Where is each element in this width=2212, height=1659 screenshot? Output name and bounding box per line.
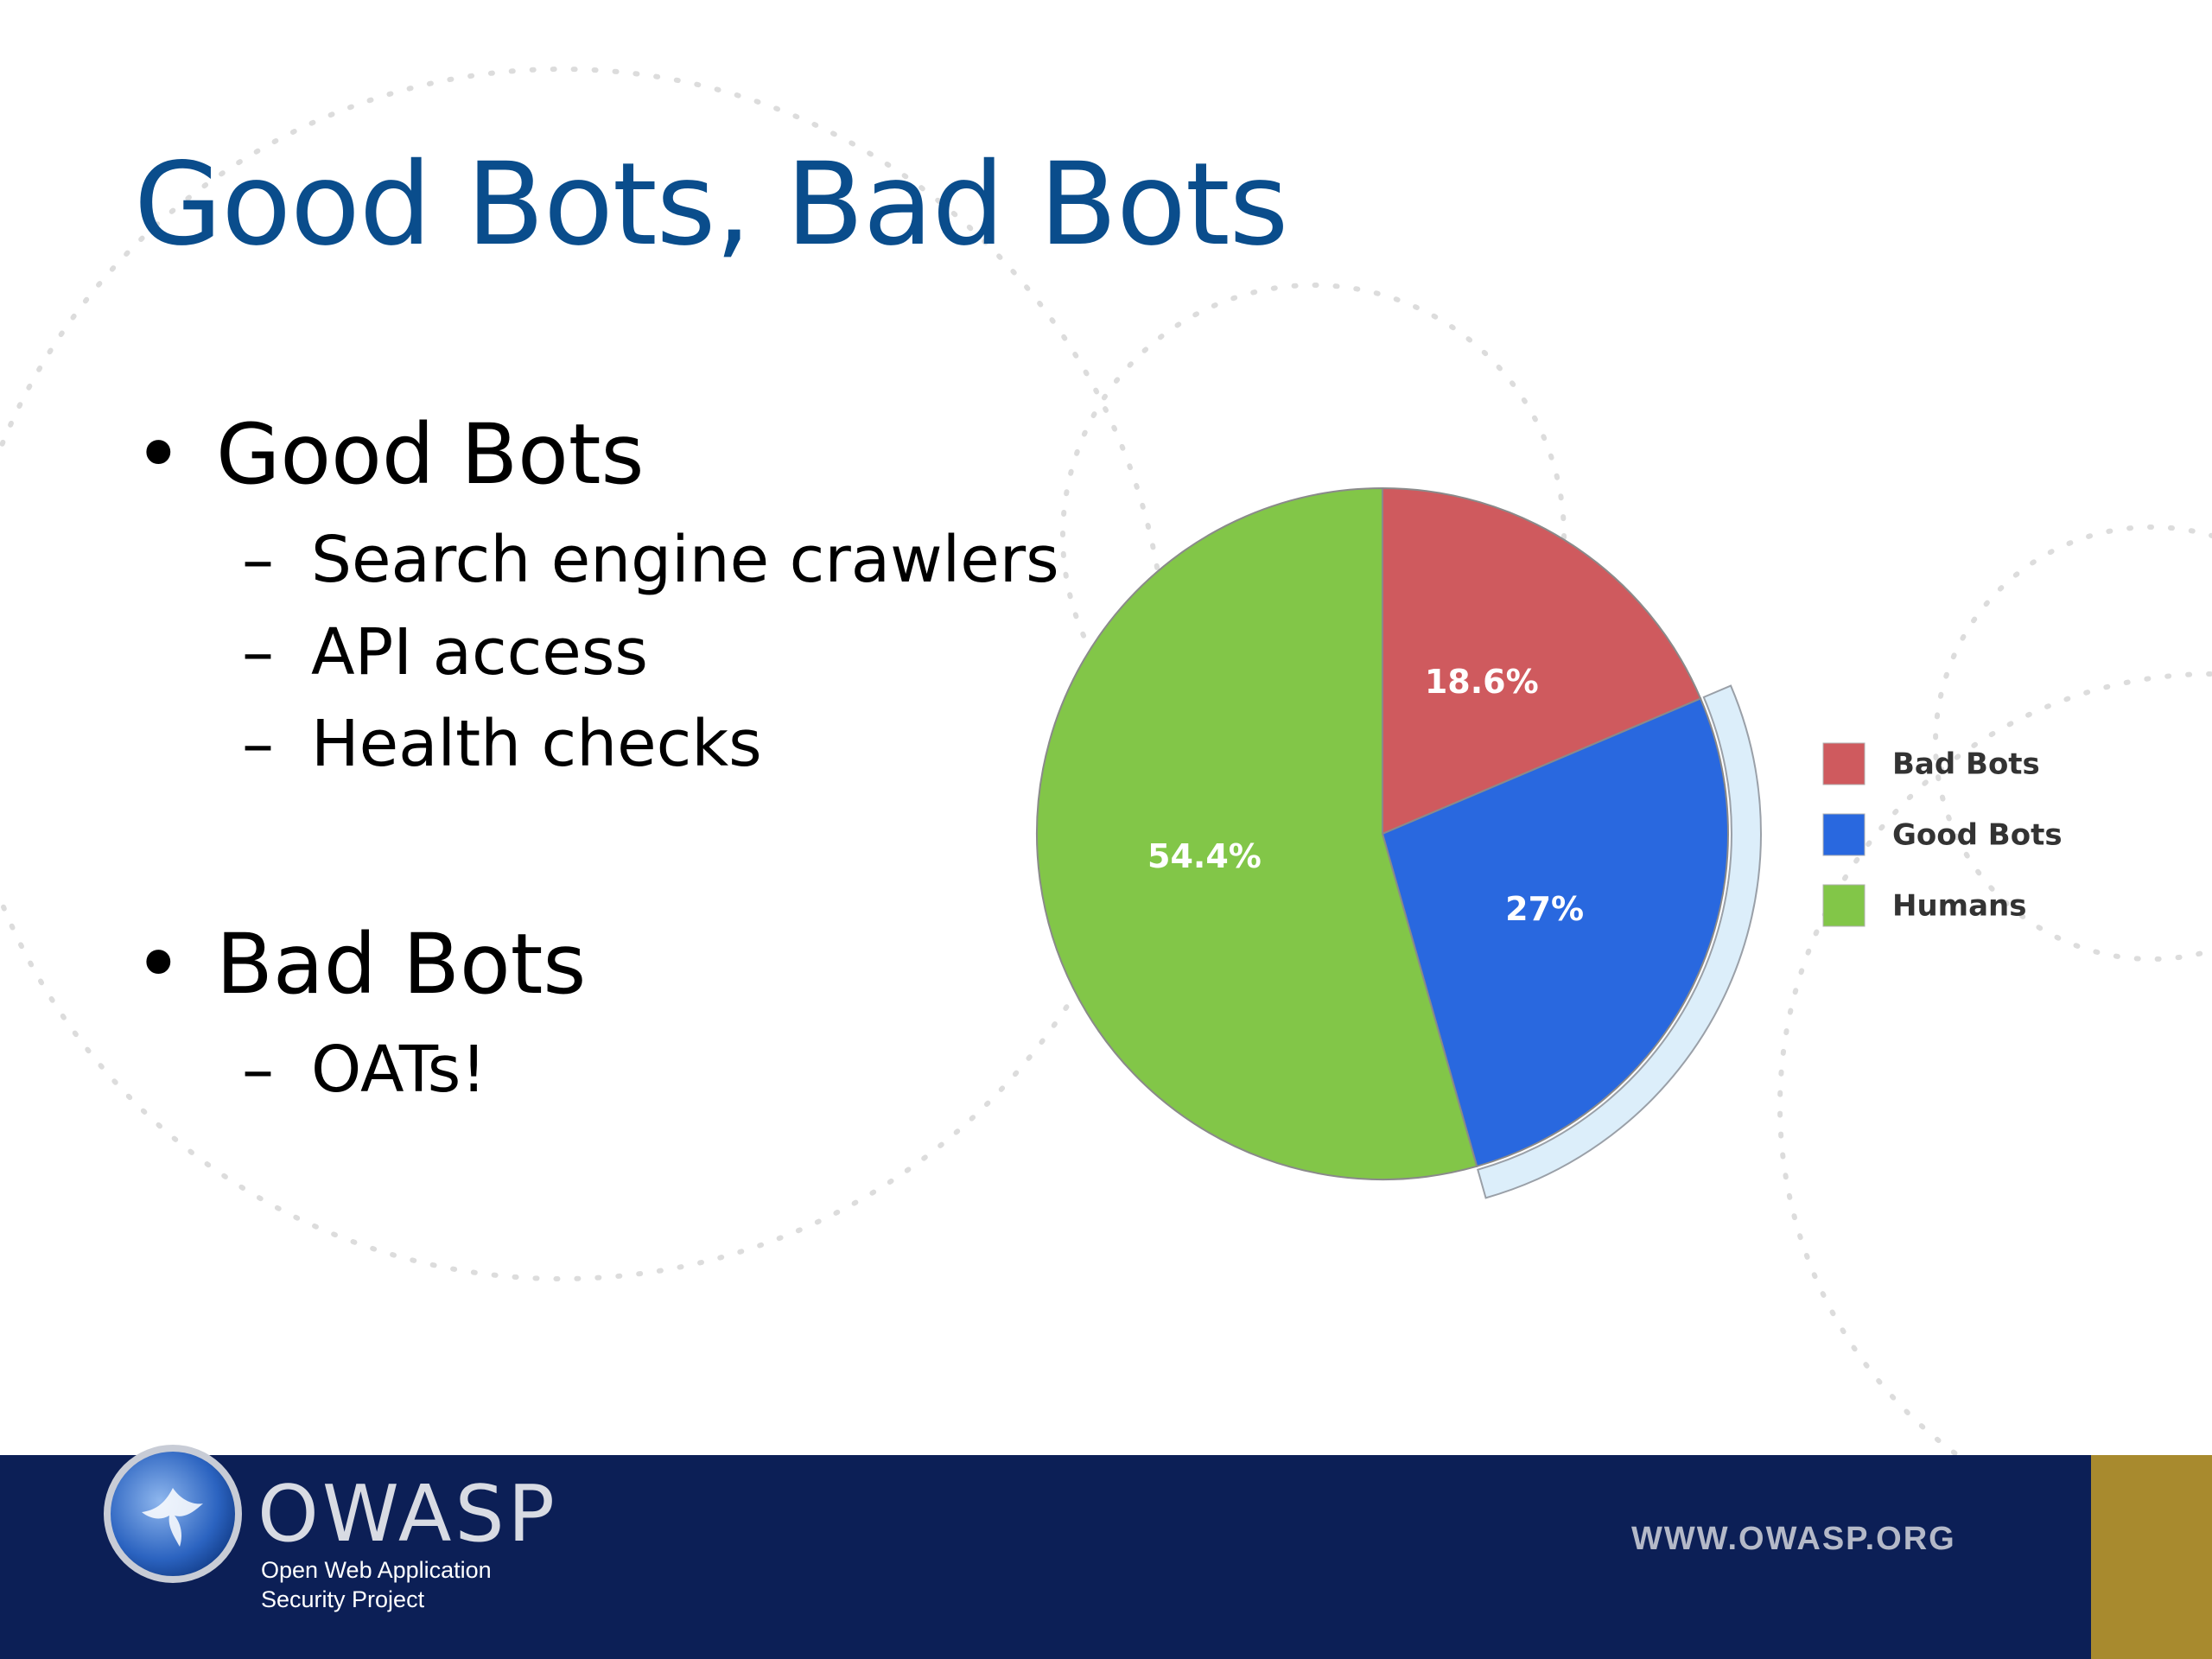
legend-label-humans: Humans — [1892, 889, 2026, 924]
pie-chart: 18.6% 27% 54.4% Bad Bots Good Bots Humans — [1036, 486, 2063, 1199]
footer-bar — [0, 1455, 2212, 1659]
bullet-dot: • — [134, 916, 183, 1013]
sub-bullet-text: Health checks — [311, 707, 762, 781]
legend-swatch-humans — [1822, 884, 1866, 927]
sub-bullet: – Health checks — [242, 707, 762, 781]
bullet-text: Good Bots — [216, 406, 645, 503]
sub-bullet-text: API access — [311, 615, 648, 690]
legend-label-good-bots: Good Bots — [1892, 818, 2063, 853]
logo-subtitle-line2: Security Project — [261, 1586, 425, 1612]
sub-bullet: – API access — [242, 615, 648, 690]
bullet-bad-bots: • Bad Bots — [134, 916, 586, 1013]
pie-slice-bad-bots[interactable] — [1382, 486, 1702, 836]
bullet-text: Bad Bots — [216, 916, 587, 1013]
sub-bullet: – Search engine crawlers — [242, 523, 1059, 597]
slice-label-good-bots: 27% — [1505, 890, 1584, 928]
bullet-dot: • — [134, 406, 183, 503]
bullet-good-bots: • Good Bots — [134, 406, 645, 503]
pie-slice-good-bots[interactable] — [1381, 697, 1729, 1168]
sub-bullet-text: OATs! — [311, 1033, 486, 1107]
sub-bullet: – OATs! — [242, 1033, 486, 1107]
slice-highlight-good-bots — [1477, 684, 1762, 1199]
pie-slice-humans[interactable] — [1036, 486, 1478, 1180]
sub-bullet-text: Search engine crawlers — [311, 523, 1059, 597]
slice-label-bad-bots: 18.6% — [1425, 663, 1539, 701]
legend-swatch-bad-bots — [1822, 742, 1866, 785]
slice-label-humans: 54.4% — [1147, 837, 1262, 875]
legend-swatch-good-bots — [1822, 813, 1866, 856]
logo-wordmark: OWASP — [257, 1469, 558, 1560]
logo-subtitle-line1: Open Web Application — [261, 1557, 492, 1583]
owasp-logo-icon — [104, 1445, 242, 1583]
slide-title: Good Bots, Bad Bots — [134, 138, 1288, 271]
website-url[interactable]: WWW.OWASP.ORG — [1631, 1521, 1956, 1557]
legend-label-bad-bots: Bad Bots — [1892, 747, 2040, 782]
footer-accent-block — [2091, 1455, 2212, 1659]
